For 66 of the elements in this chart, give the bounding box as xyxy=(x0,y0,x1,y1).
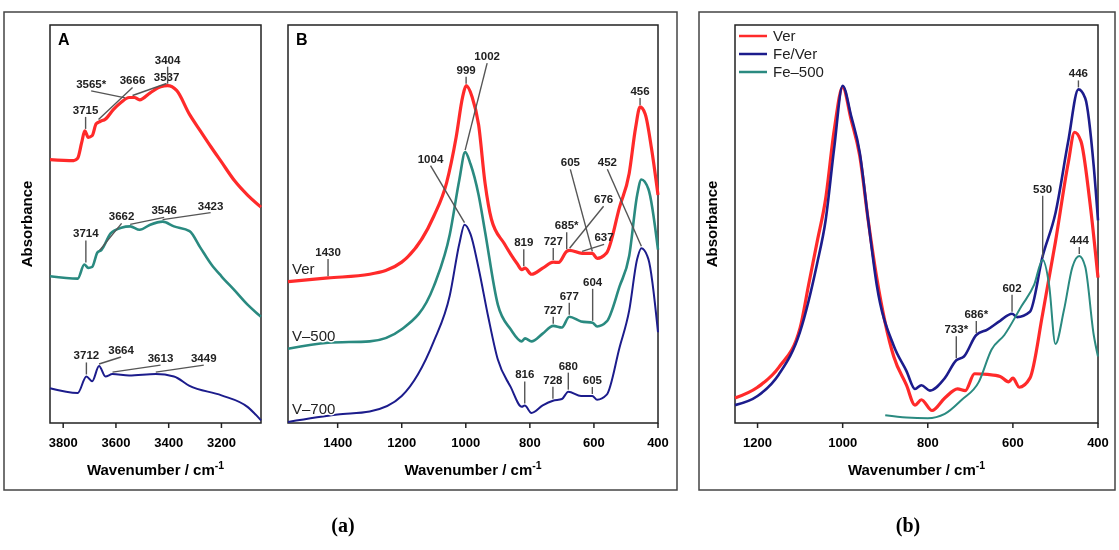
annotation: 733* xyxy=(944,323,969,336)
annotation: 727 xyxy=(543,235,563,248)
x-tick-label: 3200 xyxy=(206,435,236,450)
annotation: 605 xyxy=(560,156,581,169)
annotation: 3404 xyxy=(154,53,182,66)
annotation: 604 xyxy=(583,275,603,288)
annotation: 1004 xyxy=(417,152,444,165)
annotation: 602 xyxy=(1002,281,1022,294)
annotation: 999 xyxy=(456,63,476,76)
x-tick-label: 800 xyxy=(519,435,541,450)
annotation: 3662 xyxy=(108,210,135,223)
annotation: 816 xyxy=(515,368,535,381)
annotation: 3449 xyxy=(190,352,217,365)
annotation: 605 xyxy=(582,374,603,387)
chart-title: A xyxy=(58,31,70,48)
annotation: 677 xyxy=(559,289,579,302)
annotation: 1002 xyxy=(474,50,500,63)
x-tick-label: 3400 xyxy=(154,435,184,450)
x-tick-label: 3800 xyxy=(48,435,78,450)
series-label: V–700 xyxy=(292,399,336,417)
x-axis-title: Wavenumber / cm$^{-1}$ xyxy=(847,459,986,478)
text: (b) xyxy=(895,514,921,537)
x-axis-title: Wavenumber / cm$^{-1}$ xyxy=(86,459,225,478)
annotation: 530 xyxy=(1033,182,1053,195)
annotation: 3714 xyxy=(73,227,100,240)
annotation: 686* xyxy=(964,307,989,320)
y-axis-title: Absorbance xyxy=(18,180,35,268)
x-tick-label: 1000 xyxy=(451,435,481,450)
x-axis-title: Wavenumber / cm$^{-1}$ xyxy=(404,459,542,478)
annotation: 452 xyxy=(597,156,617,169)
x-tick-label: 800 xyxy=(916,435,939,450)
x-tick-label: 600 xyxy=(583,435,605,450)
series-label: Ver xyxy=(292,259,315,277)
annotation: 444 xyxy=(1069,234,1090,247)
legend-label: Ver xyxy=(773,27,796,44)
x-tick-label: 1200 xyxy=(387,435,417,450)
legend-label: Fe/Ver xyxy=(773,45,818,62)
annotation: 3666 xyxy=(119,74,146,87)
annotation: 3712 xyxy=(73,349,100,362)
annotation: 3664 xyxy=(108,344,135,356)
annotation: 728 xyxy=(543,373,564,386)
annotation: 819 xyxy=(514,236,534,249)
annotation: 456 xyxy=(630,84,650,97)
legend-label: Fe–500 xyxy=(773,63,824,80)
x-tick-label: 1200 xyxy=(743,435,773,450)
annotation: 3546 xyxy=(151,204,177,217)
x-tick-label: 1000 xyxy=(828,435,858,450)
annotation: 446 xyxy=(1068,67,1089,80)
annotation: 3613 xyxy=(147,352,174,365)
annotation: 3715 xyxy=(72,103,99,116)
series-label: V–500 xyxy=(292,326,336,344)
x-tick-label: 400 xyxy=(1087,435,1109,450)
annotation: 3423 xyxy=(197,199,224,212)
chart-title: B xyxy=(296,31,308,48)
annotation: 685* xyxy=(554,219,580,232)
annotation: 1430 xyxy=(315,245,341,258)
annotation: 727 xyxy=(543,303,563,316)
x-tick-label: 3600 xyxy=(101,435,131,450)
y-axis-title: Absorbance xyxy=(703,180,720,268)
annotation: 3565* xyxy=(76,77,107,90)
annotation: 676 xyxy=(593,193,614,206)
annotation: 680 xyxy=(558,359,578,372)
x-tick-label: 1400 xyxy=(323,435,353,450)
x-tick-label: 600 xyxy=(1002,435,1024,450)
x-tick-label: 400 xyxy=(647,435,669,450)
text: (a) xyxy=(331,514,355,537)
